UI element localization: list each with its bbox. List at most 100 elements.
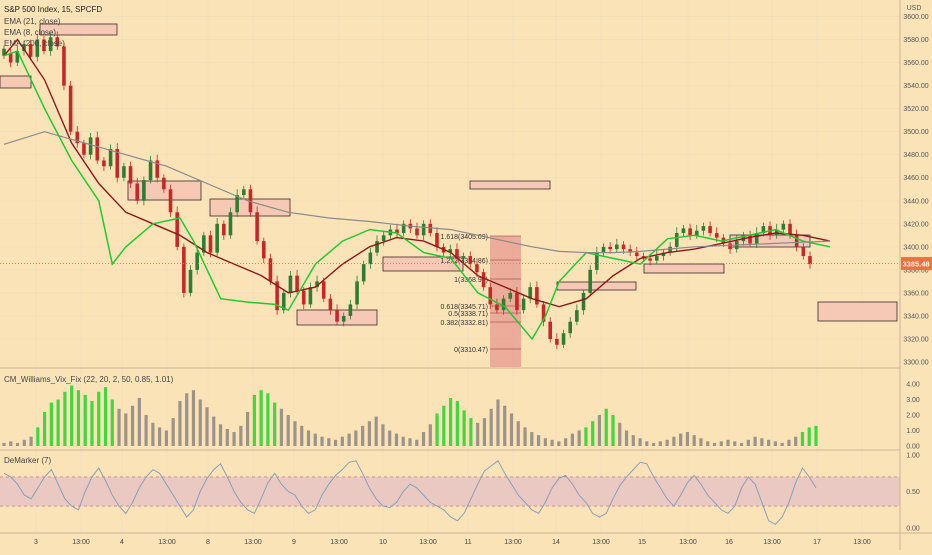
vix-bar [205, 407, 209, 446]
zone-box[interactable] [556, 281, 637, 291]
vix-bar [543, 438, 547, 446]
zone-box[interactable] [817, 301, 898, 322]
zone-box[interactable] [382, 256, 464, 272]
vix-bar [665, 439, 669, 446]
ema-lines [3, 38, 831, 341]
legend-ema-21[interactable]: EMA (21, close) [4, 17, 61, 26]
time-tick-label: 17 [813, 539, 821, 546]
vix-bar [408, 438, 412, 446]
fibonacci-retracement[interactable]: 1.618(3405.09) 1.272(3384.86) 1(3368.95) 0.… [441, 234, 521, 367]
vix-bar [394, 433, 399, 446]
candle-body [628, 249, 632, 253]
candle-body [668, 246, 672, 253]
vix-bar [63, 391, 67, 446]
candle-body [781, 223, 786, 230]
candle-body [82, 143, 86, 155]
candle-body [788, 223, 792, 236]
candle-body [561, 333, 566, 345]
candle-body [455, 249, 459, 259]
vix-bar [300, 425, 304, 446]
candle-body [688, 228, 692, 236]
time-tick-label: 13:00 [158, 539, 176, 546]
candle-body [288, 275, 293, 293]
candle-body [395, 229, 399, 234]
vix-fix-title[interactable]: CM_Williams_Vix_Fix (22, 20, 2, 50, 0.85… [4, 375, 174, 384]
vix-bar [320, 436, 324, 446]
vix-bar [489, 408, 493, 446]
zone-box[interactable] [0, 75, 32, 89]
candle-body [208, 235, 213, 253]
demarker-axis[interactable]: 1.00 0.50 0.00 [906, 453, 920, 533]
candle-body [541, 304, 546, 322]
candle-body [415, 228, 419, 236]
candle-body [102, 160, 106, 167]
candle-body [468, 256, 473, 265]
time-tick-label: 13:00 [592, 539, 610, 546]
candle-body [202, 235, 206, 253]
candle-body [648, 258, 652, 261]
vix-bar [482, 418, 487, 446]
candle-body [168, 189, 173, 213]
vix-bar [273, 402, 277, 446]
vix-bar [246, 411, 250, 446]
vix-axis[interactable]: 4.00 3.00 2.00 1.00 0.00 [906, 382, 920, 451]
vix-bar [631, 435, 635, 446]
zone-box[interactable] [469, 180, 551, 190]
vix-tick-label: 2.00 [906, 413, 920, 420]
zone-box[interactable] [643, 263, 725, 274]
time-tick-label: 10 [379, 539, 387, 546]
legend-ema-200[interactable]: EMA (200, close) [4, 39, 65, 48]
time-tick-label: 9 [292, 539, 296, 546]
candle-body [261, 241, 266, 259]
vix-bar [719, 441, 723, 446]
zone-box[interactable] [39, 23, 118, 36]
candle-body [615, 244, 619, 250]
chart-title[interactable]: S&P 500 Index, 15, SPCFD [4, 5, 102, 14]
candle-body [182, 246, 186, 293]
vix-bar [158, 427, 162, 446]
candle-body [155, 160, 160, 178]
candle-body [75, 131, 80, 144]
vix-bar [252, 394, 256, 446]
candle-body [681, 228, 686, 234]
candle-body [761, 226, 766, 234]
vix-bar [685, 432, 690, 446]
vix-bar [49, 402, 53, 446]
candle-body [321, 281, 326, 299]
candle-body [748, 235, 752, 244]
vix-bar [516, 421, 520, 446]
candle-body [495, 304, 499, 311]
vix-bar [679, 433, 683, 446]
candle-body [42, 39, 46, 52]
vix-bar [347, 433, 351, 446]
vix-bar [232, 432, 236, 446]
candle-body [348, 304, 353, 316]
vix-bar [56, 399, 60, 446]
fib-level-label: 0.382(3332.81) [441, 320, 488, 327]
vix-bar [577, 430, 581, 446]
vix-bar [753, 436, 757, 446]
time-axis[interactable]: 3 13:00 4 13:00 8 13:00 9 13:00 10 13:00 11 13:00 14… [34, 539, 871, 546]
candle-body [188, 269, 193, 293]
time-tick-label: 13:00 [504, 539, 522, 546]
vix-bar [22, 439, 26, 446]
candle-body [162, 177, 166, 190]
vix-bar [476, 422, 480, 446]
demarker-title[interactable]: DeMarker (7) [4, 456, 51, 465]
price-tick-label: 3440.00 [903, 198, 928, 205]
candle-body [142, 180, 146, 201]
price-tick-label: 3600.00 [903, 14, 928, 21]
candle-body [35, 39, 40, 57]
time-tick-label: 8 [206, 539, 210, 546]
candle-body [461, 256, 466, 259]
demarker-line [3, 460, 817, 526]
vix-tick-label: 3.00 [906, 397, 920, 404]
candle-body [521, 298, 526, 311]
candle-body [295, 275, 299, 291]
candle-body [301, 290, 306, 305]
candle-body [588, 269, 592, 293]
price-axis[interactable]: 3600.00 3580.00 3560.00 3540.00 3520.00 3500.… [903, 14, 928, 366]
legend-ema-8[interactable]: EMA (8, close) [4, 28, 56, 37]
candle-body [108, 148, 113, 167]
